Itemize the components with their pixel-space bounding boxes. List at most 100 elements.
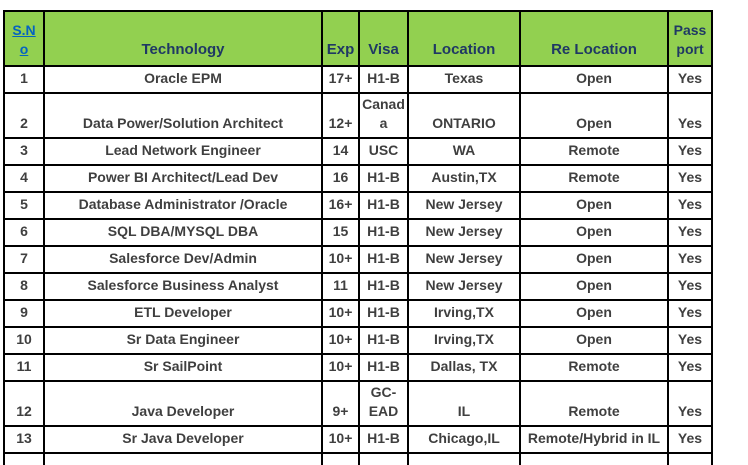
cell-sno: 9: [3, 299, 45, 328]
cell-passport: Yes: [667, 425, 713, 454]
cell-location: Chicago,IL: [407, 425, 521, 454]
cell-sno: 4: [3, 164, 45, 193]
cell-technology: Sr Data Engineer: [43, 326, 323, 355]
cell-relocation: Open: [519, 245, 669, 274]
cell-location: New Jersey: [407, 272, 521, 301]
cell-exp: 14: [321, 137, 360, 166]
cell-location: IL: [407, 380, 521, 427]
cell-sno: 13: [3, 425, 45, 454]
cell-passport: Yes: [667, 92, 713, 139]
cell-location: Texas: [407, 65, 521, 94]
cell-location: ONTARIO: [407, 92, 521, 139]
cell-sno: 6: [3, 218, 45, 247]
cell-technology: Sr Java Developer: [43, 425, 323, 454]
cell-exp: 12+: [321, 92, 360, 139]
cell-empty: [407, 452, 521, 465]
column-header-sno[interactable]: S.No: [3, 10, 45, 67]
cell-relocation: Open: [519, 272, 669, 301]
cell-empty: [667, 452, 713, 465]
cell-exp: 10+: [321, 353, 360, 382]
cell-technology: Salesforce Dev/Admin: [43, 245, 323, 274]
column-header-exp: Exp: [321, 10, 360, 67]
table-row: 13 Sr Java Developer 10+ H1-B Chicago,IL Remo…: [3, 425, 713, 454]
table-row: 2 Data Power/Solution Architect 12+ Canada O…: [3, 92, 713, 139]
cell-technology: Salesforce Business Analyst: [43, 272, 323, 301]
cell-passport: Yes: [667, 299, 713, 328]
header-row: S.No Technology Exp Visa Location Re Location…: [3, 10, 713, 67]
jobs-table: S.No Technology Exp Visa Location Re Location…: [3, 10, 713, 465]
cell-passport: Yes: [667, 326, 713, 355]
cell-technology: Sr SailPoint: [43, 353, 323, 382]
cell-exp: 17+: [321, 65, 360, 94]
cell-location: New Jersey: [407, 191, 521, 220]
cell-relocation: Remote: [519, 164, 669, 193]
cell-technology: Power BI Architect/Lead Dev: [43, 164, 323, 193]
cell-exp: 11: [321, 272, 360, 301]
cell-visa: H1-B: [358, 272, 409, 301]
cell-exp: 10+: [321, 299, 360, 328]
cell-exp: 15: [321, 218, 360, 247]
cell-passport: Yes: [667, 245, 713, 274]
cell-exp: 16: [321, 164, 360, 193]
cell-sno: 7: [3, 245, 45, 274]
table-row: 8 Salesforce Business Analyst 11 H1-B New Je…: [3, 272, 713, 301]
table-row: 3 Lead Network Engineer 14 USC WA Remote Yes: [3, 137, 713, 166]
column-header-technology: Technology: [43, 10, 323, 67]
partial-next-row: [3, 452, 713, 465]
table-row: 7 Salesforce Dev/Admin 10+ H1-B New Jersey Op…: [3, 245, 713, 274]
cell-technology: Java Developer: [43, 380, 323, 427]
table-row: 6 SQL DBA/MYSQL DBA 15 H1-B New Jersey Open Ye…: [3, 218, 713, 247]
cell-relocation: Open: [519, 299, 669, 328]
cell-sno: 1: [3, 65, 45, 94]
cell-location: Dallas, TX: [407, 353, 521, 382]
cell-passport: Yes: [667, 65, 713, 94]
cell-technology: Lead Network Engineer: [43, 137, 323, 166]
column-header-passport: Passport: [667, 10, 713, 67]
cell-sno: 2: [3, 92, 45, 139]
table-header: S.No Technology Exp Visa Location Re Location…: [3, 10, 713, 67]
column-header-visa: Visa: [358, 10, 409, 67]
cell-relocation: Remote/Hybrid in IL: [519, 425, 669, 454]
cell-visa: H1-B: [358, 353, 409, 382]
table-row: 5 Database Administrator /Oracle 16+ H1-B Ne…: [3, 191, 713, 220]
table-row: 12 Java Developer 9+ GC-EAD IL Remote Yes: [3, 380, 713, 427]
cell-exp: 10+: [321, 425, 360, 454]
cell-visa: H1-B: [358, 245, 409, 274]
cell-technology: Oracle EPM: [43, 65, 323, 94]
cell-visa: H1-B: [358, 191, 409, 220]
cell-location: Irving,TX: [407, 299, 521, 328]
cell-exp: 10+: [321, 245, 360, 274]
cell-location: New Jersey: [407, 218, 521, 247]
cell-location: Austin,TX: [407, 164, 521, 193]
cell-relocation: Remote: [519, 353, 669, 382]
table-row: 4 Power BI Architect/Lead Dev 16 H1-B Austin…: [3, 164, 713, 193]
cell-sno: 8: [3, 272, 45, 301]
cell-relocation: Open: [519, 92, 669, 139]
cell-empty: [321, 452, 360, 465]
cell-passport: Yes: [667, 137, 713, 166]
cell-location: New Jersey: [407, 245, 521, 274]
cell-empty: [519, 452, 669, 465]
cell-exp: 10+: [321, 326, 360, 355]
cell-visa: H1-B: [358, 218, 409, 247]
table-row: 9 ETL Developer 10+ H1-B Irving,TX Open Yes: [3, 299, 713, 328]
column-header-location: Location: [407, 10, 521, 67]
cell-visa: H1-B: [358, 326, 409, 355]
cell-passport: Yes: [667, 218, 713, 247]
cell-empty: [3, 452, 45, 465]
cell-relocation: Open: [519, 326, 669, 355]
cell-visa: USC: [358, 137, 409, 166]
cell-relocation: Remote: [519, 380, 669, 427]
table-row: 11 Sr SailPoint 10+ H1-B Dallas, TX Remote Yes: [3, 353, 713, 382]
cell-relocation: Open: [519, 218, 669, 247]
cell-visa: Canada: [358, 92, 409, 139]
cell-passport: Yes: [667, 272, 713, 301]
cell-sno: 11: [3, 353, 45, 382]
cell-technology: ETL Developer: [43, 299, 323, 328]
cell-passport: Yes: [667, 353, 713, 382]
cell-technology: Data Power/Solution Architect: [43, 92, 323, 139]
cell-visa: H1-B: [358, 425, 409, 454]
cell-visa: H1-B: [358, 65, 409, 94]
cell-visa: H1-B: [358, 164, 409, 193]
cell-passport: Yes: [667, 191, 713, 220]
